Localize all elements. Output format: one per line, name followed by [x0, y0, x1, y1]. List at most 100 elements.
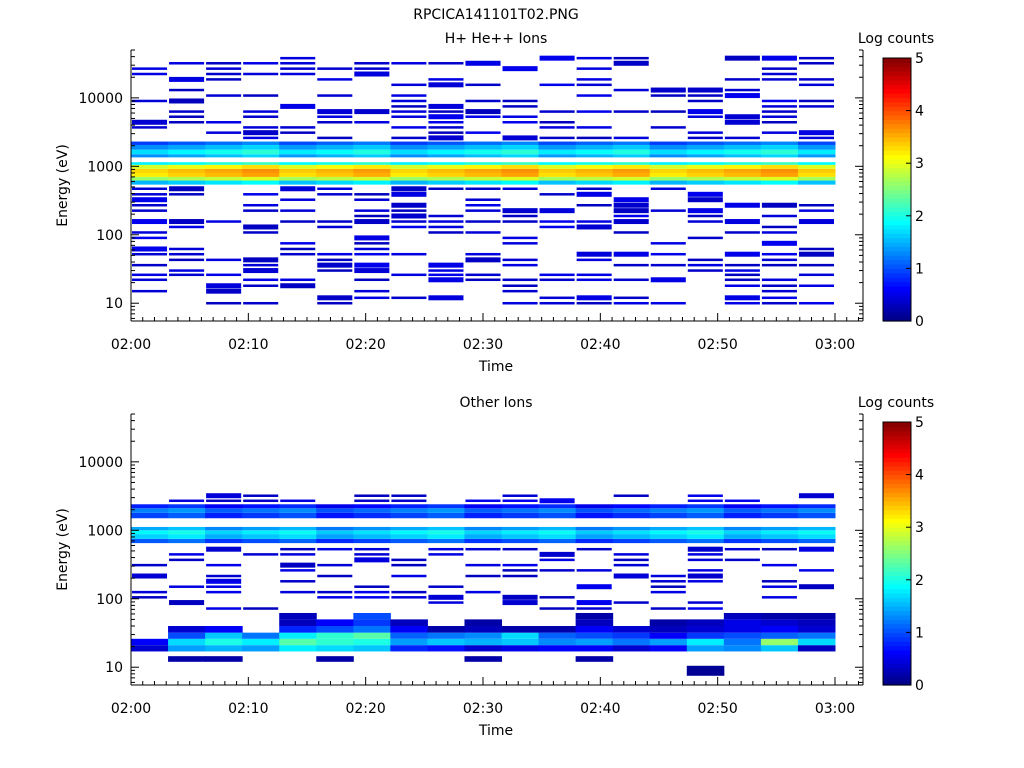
colorbar-step — [883, 439, 911, 445]
heatmap-cell — [243, 203, 279, 207]
y-tick-label: 10 — [105, 296, 123, 312]
heatmap-cell — [205, 164, 243, 169]
y-axis-label: Energy (eV) — [55, 508, 71, 591]
heatmap-cell — [760, 638, 799, 646]
heatmap-cell — [613, 60, 649, 66]
heatmap-cell — [576, 569, 612, 572]
colorbar-tick-label: 0 — [915, 314, 924, 330]
heatmap-cell — [797, 172, 836, 177]
colorbar-step — [883, 535, 911, 541]
heatmap-cell — [687, 115, 723, 118]
heatmap-cell — [613, 202, 649, 208]
heatmap-cell — [723, 632, 762, 639]
heatmap-cell — [538, 168, 577, 173]
heatmap-cell — [501, 508, 540, 513]
heatmap-cell — [576, 83, 612, 87]
heatmap-cell — [797, 144, 836, 150]
heatmap-cell — [206, 574, 242, 578]
heatmap-cell — [279, 526, 317, 531]
heatmap-cell — [576, 94, 612, 97]
heatmap-cell — [280, 278, 316, 282]
heatmap-cell — [501, 168, 540, 173]
heatmap-cell — [464, 144, 503, 150]
heatmap-cell — [132, 590, 168, 594]
colorbar-step — [883, 658, 911, 664]
heatmap-cell — [760, 154, 799, 158]
heatmap-cell — [427, 141, 465, 145]
heatmap-cell — [317, 220, 353, 223]
y-tick-label: 10000 — [78, 91, 123, 107]
heatmap-cell — [798, 105, 834, 108]
heatmap-cell — [390, 162, 428, 165]
heatmap-cell — [428, 78, 464, 81]
heatmap-cell — [723, 164, 762, 169]
colorbar-step — [883, 272, 911, 278]
heatmap-cell — [612, 504, 651, 509]
heatmap-cell — [464, 632, 503, 639]
heatmap-cell — [538, 154, 577, 158]
heatmap-cell — [613, 563, 649, 567]
heatmap-cell — [428, 585, 464, 588]
heatmap-cell — [280, 62, 316, 65]
heatmap-cell — [501, 164, 540, 169]
heatmap-cell — [168, 538, 206, 544]
heatmap-cell — [613, 301, 649, 305]
heatmap-cell — [650, 94, 686, 97]
heatmap-cell — [353, 504, 391, 509]
colorbar-step — [883, 128, 911, 134]
heatmap-cell — [502, 220, 538, 223]
heatmap-cell — [391, 273, 427, 277]
colorbar-step — [883, 290, 911, 296]
heatmap-cell — [132, 209, 168, 212]
heatmap-cell — [243, 553, 279, 556]
heatmap-cell — [280, 126, 316, 129]
heatmap-cell — [686, 149, 725, 155]
heatmap-cell — [575, 626, 614, 633]
heatmap-cell — [465, 252, 501, 256]
heatmap-cell — [169, 269, 205, 272]
heatmap-cell — [538, 534, 577, 539]
heatmap-cell — [687, 136, 723, 140]
heatmap-cell — [501, 144, 540, 150]
heatmap-cell — [317, 563, 353, 567]
heatmap-cell — [168, 164, 206, 169]
heatmap-cell — [686, 530, 725, 535]
heatmap-cell — [427, 538, 465, 544]
heatmap-cell — [539, 607, 575, 610]
colorbar-step — [883, 71, 911, 77]
heatmap-cell — [131, 141, 169, 145]
heatmap-cell — [242, 526, 280, 531]
colorbar-step — [883, 180, 911, 186]
heatmap-cell — [391, 558, 427, 562]
colorbar-step — [883, 189, 911, 195]
heatmap-cell — [353, 632, 391, 639]
heatmap-cell — [428, 214, 464, 218]
heatmap-cell — [501, 526, 540, 531]
heatmap-cell — [132, 573, 168, 579]
heatmap-cell — [205, 168, 243, 173]
heatmap-cell — [169, 76, 205, 82]
heatmap-cell — [354, 242, 390, 245]
heatmap-cell — [206, 131, 242, 134]
heatmap-cell — [650, 607, 686, 610]
heatmap-cell — [280, 209, 316, 212]
heatmap-cell — [206, 62, 242, 65]
heatmap-cell — [649, 162, 688, 165]
y-tick-label: 100 — [96, 228, 123, 244]
heatmap-cell — [501, 530, 540, 535]
heatmap-cell — [390, 638, 428, 646]
heatmap-cell — [316, 534, 354, 539]
heatmap-cell — [279, 164, 317, 169]
heatmap-cell — [354, 109, 390, 115]
heatmap-cell — [575, 180, 614, 185]
heatmap-cell — [575, 530, 614, 535]
heatmap-cell — [427, 530, 465, 535]
heatmap-cell — [538, 645, 577, 652]
heatmap-cell — [502, 600, 538, 606]
heatmap-cell — [724, 251, 760, 257]
heatmap-cell — [205, 149, 243, 155]
colorbar-step — [883, 663, 911, 669]
heatmap-cell — [575, 164, 614, 169]
heatmap-cell — [797, 176, 836, 181]
heatmap-cell — [243, 257, 279, 263]
